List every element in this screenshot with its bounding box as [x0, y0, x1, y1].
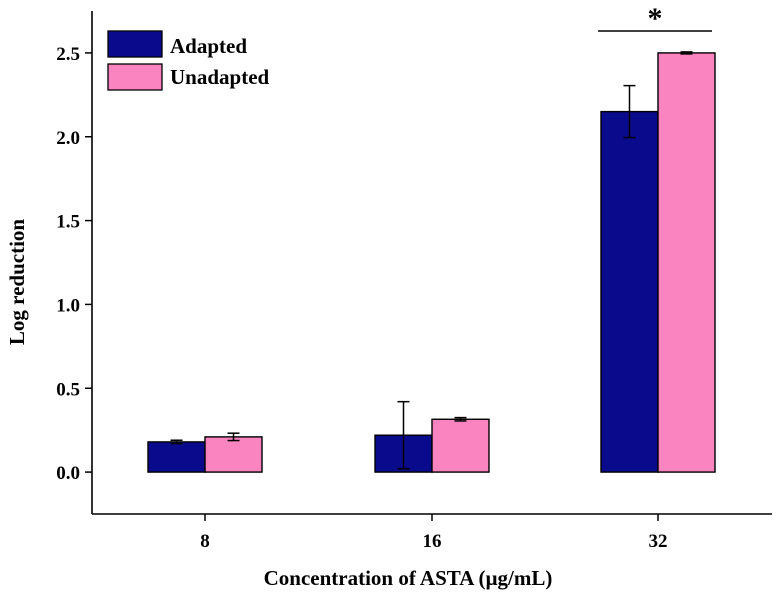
significance-annotation: * [598, 2, 712, 35]
y-axis-ticks: 0.0 0.5 1.0 1.5 2.0 2.5 [56, 44, 92, 484]
bar-unadapted-8 [204, 436, 263, 473]
legend-label-adapted: Adapted [170, 34, 247, 58]
y-axis-title: Log reduction [5, 219, 29, 346]
y-tick-label: 2.5 [56, 44, 80, 65]
y-tick-label: 0.5 [56, 379, 80, 400]
significance-asterisk: * [648, 2, 663, 35]
legend: Adapted Unadapted [107, 30, 270, 91]
x-axis-ticks: 8 16 32 [200, 514, 668, 552]
x-axis-title: Concentration of ASTA (µg/mL) [264, 566, 553, 590]
legend-label-unadapted: Unadapted [170, 65, 270, 89]
bar-adapted-32 [600, 110, 659, 473]
legend-swatch-adapted [107, 30, 163, 58]
x-tick-label: 32 [649, 531, 668, 552]
error-bars-group [170, 51, 693, 470]
y-tick-label: 1.5 [56, 212, 80, 233]
y-tick-label: 2.0 [56, 128, 80, 149]
bar-adapted-8 [147, 441, 206, 473]
bar-unadapted-16 [431, 418, 490, 473]
bar-unadapted-32 [657, 52, 716, 473]
x-tick-label: 8 [200, 531, 210, 552]
y-tick-label: 0.0 [56, 463, 80, 484]
legend-swatch-unadapted [107, 63, 163, 91]
y-tick-label: 1.0 [56, 295, 80, 316]
x-tick-label: 16 [423, 531, 442, 552]
